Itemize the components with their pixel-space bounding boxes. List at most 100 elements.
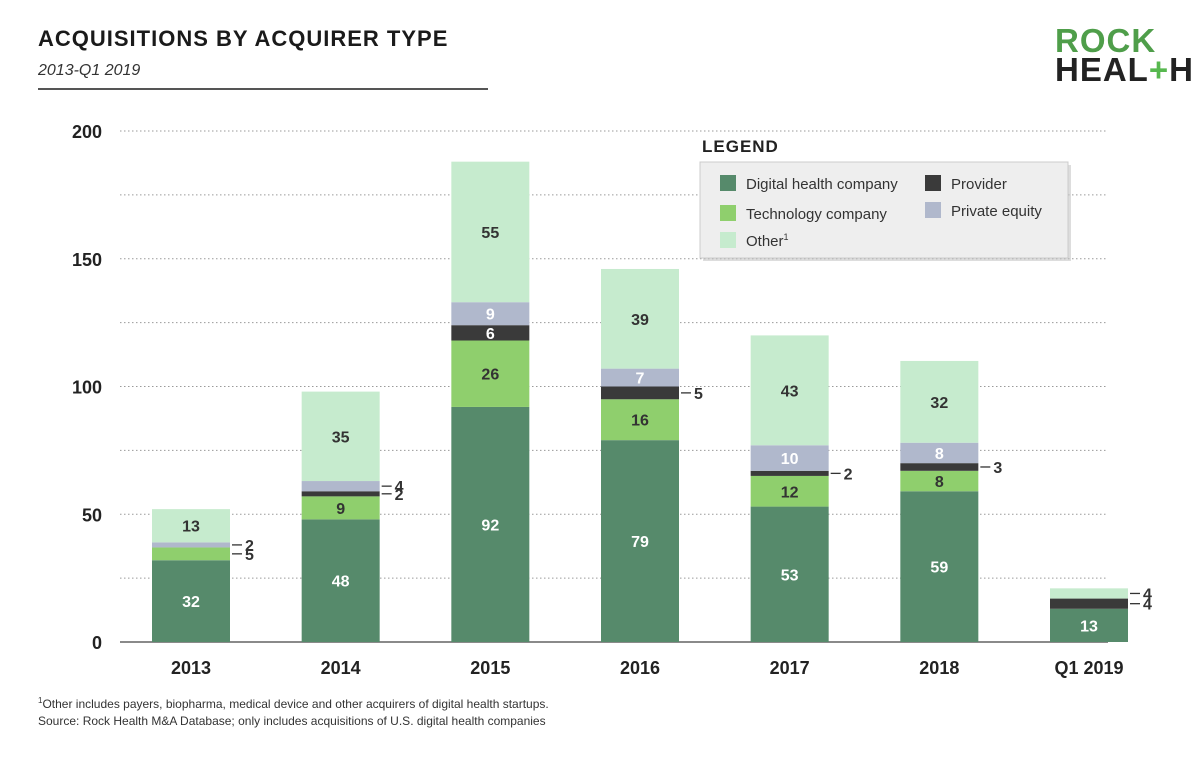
legend-box — [699, 161, 1069, 259]
bar-segment — [152, 547, 230, 561]
bar-segment — [301, 391, 380, 482]
data-label: 9 — [486, 307, 495, 324]
bar-segment — [451, 161, 530, 303]
bar-segment — [301, 481, 380, 492]
bar-segment — [1050, 598, 1128, 609]
data-label: 2 — [245, 538, 254, 555]
bar-segment — [750, 445, 829, 471]
bar-segment — [601, 440, 679, 642]
data-label: 9 — [336, 501, 345, 518]
data-label: 26 — [481, 367, 499, 384]
y-tick-label: 150 — [72, 250, 102, 270]
logo-plus-icon: + — [1148, 51, 1170, 88]
data-label: 3 — [993, 460, 1002, 477]
data-label: 10 — [781, 451, 799, 468]
logo-line-2-a: HEAL — [1055, 51, 1149, 88]
y-tick-label: 50 — [82, 505, 102, 525]
legend-swatch — [925, 175, 941, 191]
logo-line-2: HEAL+H — [1055, 53, 1194, 86]
bar-segment — [451, 325, 530, 341]
data-label: 79 — [631, 534, 649, 551]
bar-segment — [900, 360, 979, 443]
data-label: 6 — [486, 326, 495, 343]
data-label: 7 — [636, 371, 645, 388]
data-label: 13 — [1080, 618, 1098, 635]
legend-swatch — [720, 205, 736, 221]
x-tick-label: 2013 — [171, 658, 211, 678]
bar-segment — [152, 560, 230, 642]
bar-segment — [451, 406, 530, 642]
x-tick-label: 2017 — [770, 658, 810, 678]
bar-segment — [301, 496, 380, 520]
bar-segment — [750, 335, 829, 446]
bar-segment — [451, 340, 530, 407]
y-tick-label: 100 — [72, 378, 102, 398]
legend-label: Other1 — [746, 232, 789, 250]
bar-segment — [601, 399, 679, 441]
bar-segment — [750, 470, 829, 476]
x-tick-label: 2018 — [919, 658, 959, 678]
data-label: 5 — [245, 547, 254, 564]
x-tick-label: 2015 — [470, 658, 510, 678]
x-tick-label: Q1 2019 — [1054, 658, 1123, 678]
legend-superscript: 1 — [784, 232, 789, 242]
data-label: 8 — [935, 474, 944, 491]
logo-line-2-b: H — [1169, 51, 1194, 88]
data-label: 48 — [332, 574, 350, 591]
bar-segment — [601, 268, 679, 369]
data-label: 39 — [631, 312, 649, 329]
y-tick-label: 200 — [72, 122, 102, 142]
bar-segment — [750, 506, 829, 642]
data-label: 4 — [1143, 597, 1152, 614]
footnote-other: 1Other includes payers, biopharma, medic… — [38, 696, 549, 711]
data-label: 16 — [631, 413, 649, 430]
footnote-marker: 1 — [38, 696, 43, 705]
title-divider — [38, 88, 488, 90]
data-label: 8 — [935, 446, 944, 463]
legend-label: Technology company — [746, 206, 887, 223]
data-label: 35 — [332, 429, 350, 446]
data-label: 5 — [694, 386, 703, 403]
legend-label: Private equity — [951, 203, 1042, 220]
data-label: 55 — [481, 225, 499, 242]
data-label: 53 — [781, 567, 799, 584]
data-label: 43 — [781, 383, 799, 400]
bar-segment — [900, 442, 979, 464]
legend-label: Provider — [951, 176, 1007, 193]
data-label: 2 — [844, 466, 853, 483]
data-label: 32 — [930, 395, 948, 412]
bar-segment — [1050, 588, 1128, 599]
legend-title: LEGEND — [702, 137, 779, 156]
bar-segment — [601, 386, 679, 400]
x-tick-label: 2016 — [620, 658, 660, 678]
data-label: 32 — [182, 594, 200, 611]
legend-swatch — [720, 232, 736, 248]
data-label: 12 — [781, 484, 799, 501]
stacked-bar-chart: 0501001502003252132013489243520149226695… — [72, 122, 1152, 678]
bar-segment — [152, 509, 230, 543]
footnote-source: Source: Rock Health M&A Database; only i… — [38, 714, 546, 728]
data-label: 59 — [930, 560, 948, 577]
bar-segment — [152, 542, 230, 548]
logo-line-1: ROCK — [1055, 22, 1157, 59]
bar-segment — [601, 368, 679, 387]
data-label: 4 — [395, 479, 404, 496]
bar-segment — [900, 463, 979, 471]
x-tick-label: 2014 — [321, 658, 361, 678]
bar-segment — [900, 491, 979, 642]
legend-label: Digital health company — [746, 176, 898, 193]
data-label: 13 — [182, 519, 200, 536]
rock-health-logo: ROCK HEAL+H — [1055, 22, 1194, 86]
bar-segment — [301, 491, 380, 497]
bar-segment — [451, 302, 530, 326]
legend-swatch — [925, 202, 941, 218]
y-tick-label: 0 — [92, 633, 102, 653]
footnote-other-text: Other includes payers, biopharma, medica… — [42, 697, 549, 711]
bar-segment — [301, 519, 380, 642]
data-label: 4 — [1143, 586, 1152, 603]
bar-segment — [900, 470, 979, 492]
bar-segment — [750, 475, 829, 507]
data-label: 2 — [395, 487, 404, 504]
chart-title: ACQUISITIONS BY ACQUIRER TYPE — [38, 26, 449, 51]
chart-subtitle: 2013-Q1 2019 — [38, 62, 141, 79]
